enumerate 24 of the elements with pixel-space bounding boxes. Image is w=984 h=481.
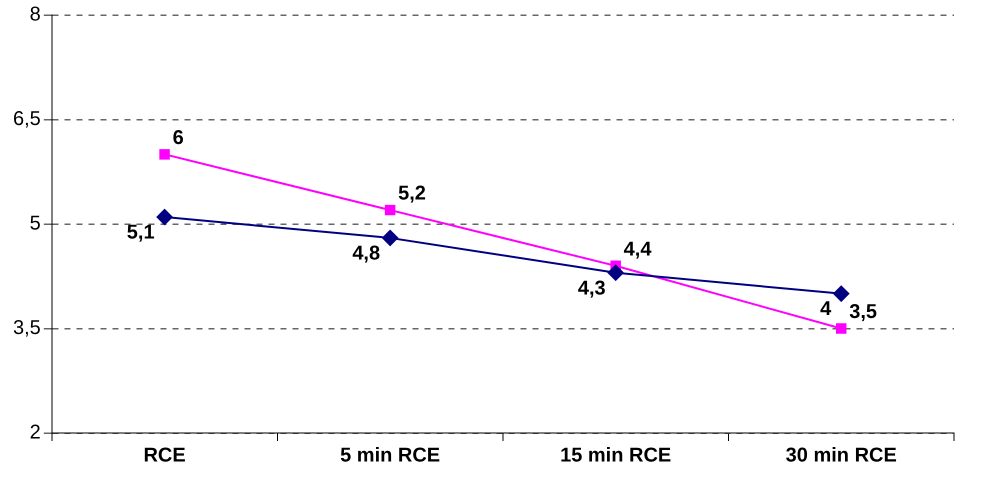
data-label: 4,3: [578, 277, 606, 300]
x-tick-label: RCE: [143, 444, 186, 467]
point: [382, 230, 398, 246]
point: [608, 264, 624, 281]
y-tick-label: 8: [30, 4, 41, 26]
data-label: 6: [172, 126, 184, 149]
x-tick-label: 30 min RCE: [786, 444, 897, 467]
point: [156, 209, 173, 226]
data-label: 3,5: [849, 301, 878, 324]
data-label: 5,1: [126, 222, 155, 244]
point: [384, 204, 396, 216]
data-label: 5,2: [398, 182, 426, 205]
data-label: 4,8: [352, 242, 380, 264]
y-tick-label: 3,5: [12, 317, 41, 340]
y-tick-label: 6,5: [12, 108, 41, 130]
x-tick-label: 15 min RCE: [560, 444, 672, 467]
data-label: 4,4: [624, 238, 652, 260]
point: [833, 286, 850, 302]
point: [836, 323, 846, 334]
point: [159, 149, 170, 160]
x-tick-label: 5 min RCE: [340, 444, 440, 467]
y-tick-label: 5: [30, 212, 41, 235]
data-label: 4: [820, 298, 832, 320]
y-tick-label: 2: [30, 422, 41, 444]
